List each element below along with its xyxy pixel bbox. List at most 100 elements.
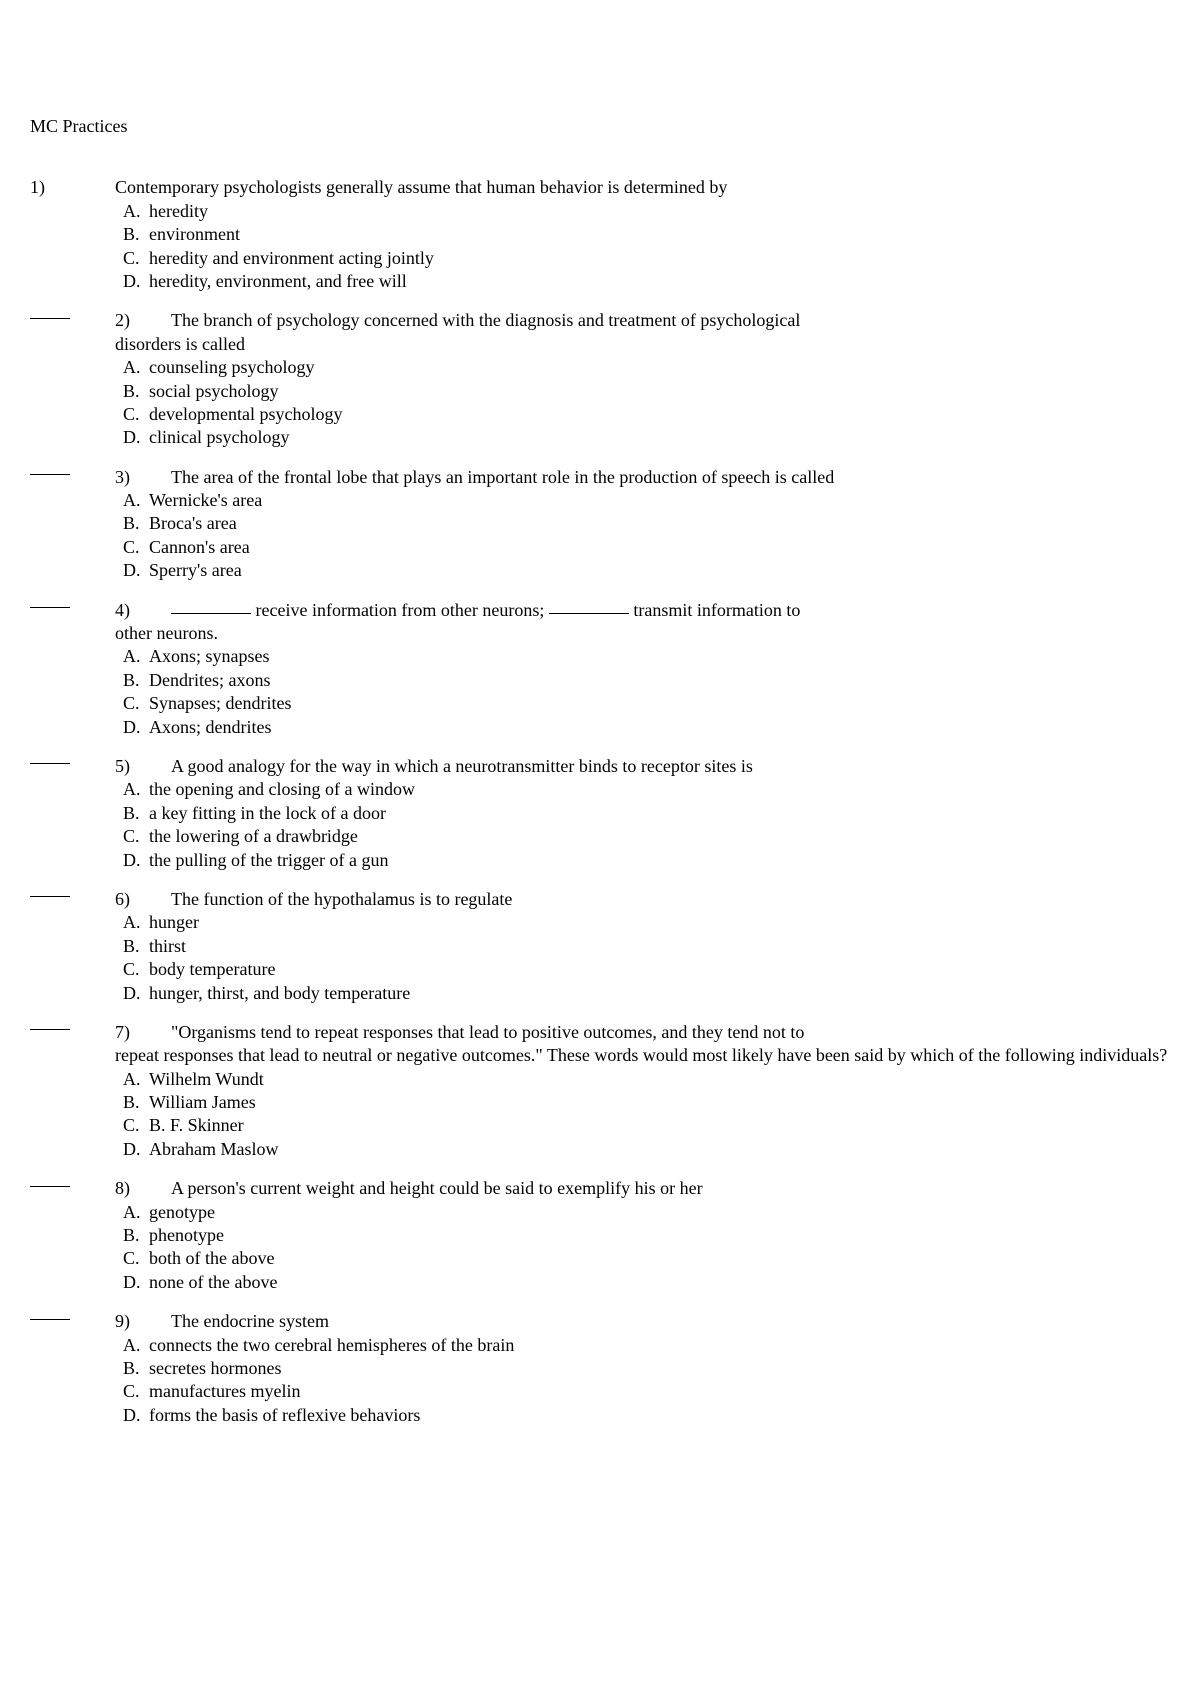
answer-blank-column	[30, 1177, 115, 1200]
answer-blank-column	[30, 755, 115, 778]
choice-letter: B.	[123, 1091, 149, 1114]
question-block: 4) receive information from other neuron…	[30, 599, 1170, 739]
choice-item: D.forms the basis of reflexive behaviors	[123, 1404, 1170, 1427]
choice-letter: C.	[123, 403, 149, 426]
choice-item: C.the lowering of a drawbridge	[123, 825, 1170, 848]
question-stem: 5)A good analogy for the way in which a …	[115, 755, 1170, 778]
question-text: receive information from other neurons; …	[171, 599, 1170, 622]
choice-letter: C.	[123, 692, 149, 715]
choice-text: William James	[149, 1091, 256, 1114]
answer-blank	[30, 318, 70, 319]
choice-letter: C.	[123, 247, 149, 270]
question-number: 6)	[115, 888, 171, 911]
choice-item: B.phenotype	[123, 1224, 1170, 1247]
choice-letter: B.	[123, 512, 149, 535]
choice-letter: A.	[123, 645, 149, 668]
question-block: 5)A good analogy for the way in which a …	[30, 755, 1170, 872]
choice-text: developmental psychology	[149, 403, 342, 426]
choices-list: A.Axons; synapsesB.Dendrites; axonsC.Syn…	[123, 645, 1170, 739]
choice-item: C.manufactures myelin	[123, 1380, 1170, 1403]
choice-item: B.Broca's area	[123, 512, 1170, 535]
choice-letter: C.	[123, 1380, 149, 1403]
choice-item: D.heredity, environment, and free will	[123, 270, 1170, 293]
answer-blank	[30, 896, 70, 897]
choices-list: A.counseling psychologyB.social psycholo…	[123, 356, 1170, 450]
choice-text: both of the above	[149, 1247, 274, 1270]
question-stem: 4) receive information from other neuron…	[115, 599, 1170, 622]
question-text: The function of the hypothalamus is to r…	[171, 888, 1170, 911]
question-block: 8)A person's current weight and height c…	[30, 1177, 1170, 1294]
answer-blank-column	[30, 1021, 115, 1044]
fill-blank	[171, 613, 251, 614]
answer-blank-column	[30, 1310, 115, 1333]
question-text: The branch of psychology concerned with …	[171, 309, 1170, 332]
choices-list: A.Wilhelm WundtB.William JamesC.B. F. Sk…	[123, 1068, 1170, 1162]
question-content: 9)The endocrine systemA.connects the two…	[115, 1310, 1170, 1427]
question-content: Contemporary psychologists generally ass…	[115, 176, 1170, 293]
choice-letter: A.	[123, 200, 149, 223]
choice-text: manufactures myelin	[149, 1380, 300, 1403]
choice-item: A.heredity	[123, 200, 1170, 223]
choice-item: A.connects the two cerebral hemispheres …	[123, 1334, 1170, 1357]
choice-text: Sperry's area	[149, 559, 242, 582]
choice-item: D.none of the above	[123, 1271, 1170, 1294]
answer-blank	[30, 763, 70, 764]
answer-blank-column	[30, 466, 115, 489]
choice-item: D.Sperry's area	[123, 559, 1170, 582]
choice-item: B.social psychology	[123, 380, 1170, 403]
choice-item: C.developmental psychology	[123, 403, 1170, 426]
question-content: 4) receive information from other neuron…	[115, 599, 1170, 739]
choice-letter: C.	[123, 1247, 149, 1270]
choice-item: C.Synapses; dendrites	[123, 692, 1170, 715]
choice-item: C.both of the above	[123, 1247, 1170, 1270]
answer-blank-column	[30, 599, 115, 622]
question-block: 7)"Organisms tend to repeat responses th…	[30, 1021, 1170, 1161]
choice-item: A.Axons; synapses	[123, 645, 1170, 668]
choice-text: Cannon's area	[149, 536, 250, 559]
choice-letter: A.	[123, 1068, 149, 1091]
choices-list: A.genotypeB.phenotypeC.both of the above…	[123, 1201, 1170, 1295]
choice-text: the lowering of a drawbridge	[149, 825, 358, 848]
choice-text: connects the two cerebral hemispheres of…	[149, 1334, 514, 1357]
choice-letter: B.	[123, 802, 149, 825]
choice-item: B.Dendrites; axons	[123, 669, 1170, 692]
question-text: A good analogy for the way in which a ne…	[171, 755, 1170, 778]
answer-blank	[30, 1319, 70, 1320]
choice-text: Wilhelm Wundt	[149, 1068, 264, 1091]
choice-text: heredity, environment, and free will	[149, 270, 407, 293]
choice-text: genotype	[149, 1201, 215, 1224]
question-block: 2)The branch of psychology concerned wit…	[30, 309, 1170, 449]
choice-text: body temperature	[149, 958, 275, 981]
question-block: 6)The function of the hypothalamus is to…	[30, 888, 1170, 1005]
choice-text: the pulling of the trigger of a gun	[149, 849, 388, 872]
choice-item: D.Abraham Maslow	[123, 1138, 1170, 1161]
answer-blank	[30, 1186, 70, 1187]
question-block: 9)The endocrine systemA.connects the two…	[30, 1310, 1170, 1427]
choice-letter: A.	[123, 1334, 149, 1357]
question-content: 8)A person's current weight and height c…	[115, 1177, 1170, 1294]
question-content: 7)"Organisms tend to repeat responses th…	[115, 1021, 1170, 1161]
question-block: 3)The area of the frontal lobe that play…	[30, 466, 1170, 583]
question-content: 6)The function of the hypothalamus is to…	[115, 888, 1170, 1005]
question-stem: 3)The area of the frontal lobe that play…	[115, 466, 1170, 489]
question-text-continuation: other neurons.	[115, 622, 1170, 645]
question-text-continuation: repeat responses that lead to neutral or…	[115, 1044, 1170, 1067]
choice-letter: C.	[123, 825, 149, 848]
choice-item: A.counseling psychology	[123, 356, 1170, 379]
page-title: MC Practices	[30, 115, 1170, 138]
choice-text: the opening and closing of a window	[149, 778, 415, 801]
choices-list: A.connects the two cerebral hemispheres …	[123, 1334, 1170, 1428]
fill-blank	[549, 613, 629, 614]
choice-text: forms the basis of reflexive behaviors	[149, 1404, 420, 1427]
choice-item: A.Wernicke's area	[123, 489, 1170, 512]
choice-letter: B.	[123, 935, 149, 958]
question-number: 2)	[115, 309, 171, 332]
choice-letter: D.	[123, 559, 149, 582]
choice-letter: D.	[123, 1404, 149, 1427]
choice-item: C.B. F. Skinner	[123, 1114, 1170, 1137]
choice-item: C.Cannon's area	[123, 536, 1170, 559]
questions-container: 1)Contemporary psychologists generally a…	[30, 176, 1170, 1427]
question-stem: 7)"Organisms tend to repeat responses th…	[115, 1021, 1170, 1044]
choice-letter: B.	[123, 1357, 149, 1380]
question-content: 5)A good analogy for the way in which a …	[115, 755, 1170, 872]
